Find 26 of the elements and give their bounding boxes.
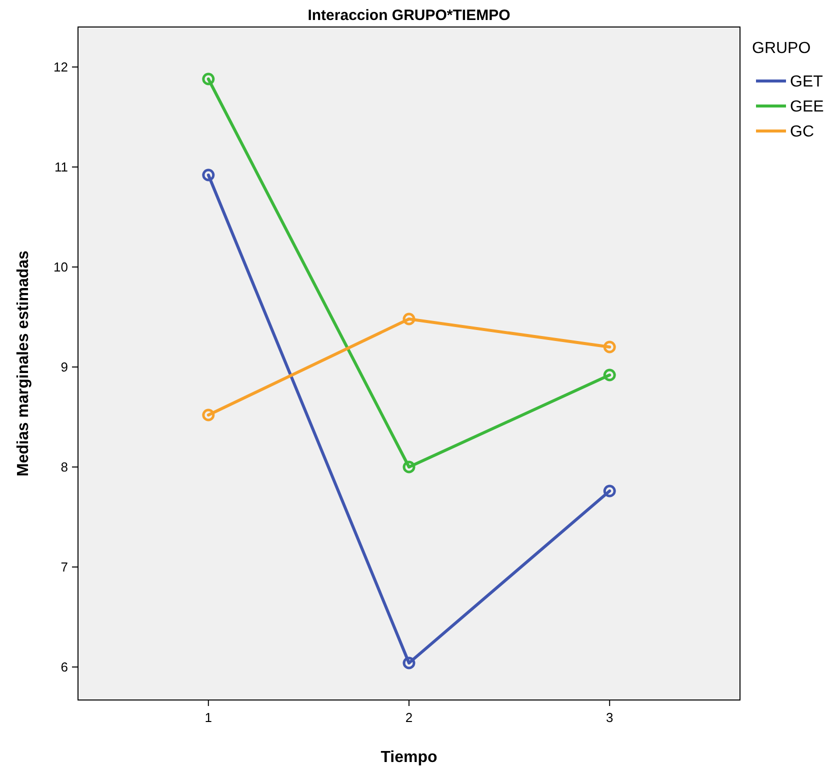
legend-label: GC: [790, 124, 814, 141]
point: [603, 484, 616, 498]
chart-title: Interaccion GRUPO*TIEMPO: [308, 7, 511, 24]
x-axis-title: Tiempo: [380, 749, 438, 766]
y-tick-label: 8: [60, 460, 68, 475]
legend-title: GRUPO: [752, 40, 811, 57]
point: [202, 408, 215, 422]
point: [402, 656, 416, 670]
y-tick-label: 7: [60, 560, 68, 575]
point: [202, 72, 215, 86]
point: [603, 340, 616, 354]
legend-label: GEE: [790, 98, 824, 116]
x-tick-label: 3: [606, 710, 614, 725]
y-tick-label: 6: [60, 660, 68, 675]
y-tick-label: 12: [54, 60, 68, 75]
point: [402, 312, 416, 326]
point: [603, 368, 616, 382]
point: [402, 460, 416, 474]
y-tick-label: 11: [54, 160, 68, 175]
y-tick-label: 9: [60, 360, 68, 375]
y-tick-label: 10: [54, 260, 68, 275]
point: [202, 168, 215, 182]
y-axis-title: Medias marginales estimadas: [15, 250, 32, 476]
legend-label: GET: [790, 74, 824, 91]
x-tick-label: 1: [204, 710, 212, 725]
x-tick-label: 2: [405, 710, 413, 725]
